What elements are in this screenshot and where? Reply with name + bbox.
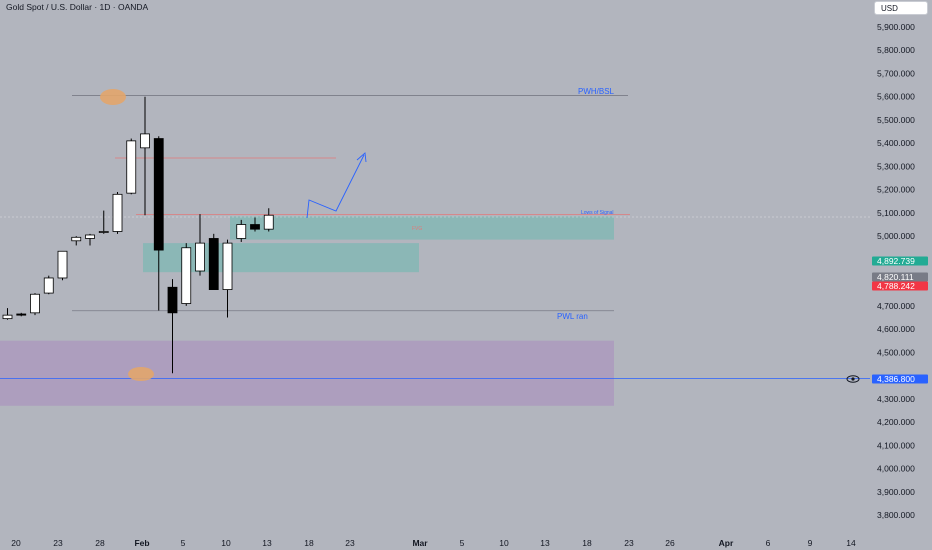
- price-tick-label: 5,500.000: [877, 115, 915, 125]
- price-tick-label: 5,200.000: [877, 185, 915, 195]
- time-axis[interactable]: 20 23 28 Feb 5 10 13 18 23 Mar 5 10 13 18 23 26 Apr 6 9 14: [11, 538, 856, 548]
- eye-icon[interactable]: [846, 375, 860, 383]
- pwh-bsl-label: PWH/BSL: [578, 87, 615, 96]
- svg-text:4,892.739: 4,892.739: [877, 256, 915, 266]
- candle: [98, 210, 109, 234]
- levels-layer: [0, 89, 870, 381]
- price-axis[interactable]: 5,900.000 5,800.000 5,700.000 5,600.000 5,50…: [877, 22, 915, 520]
- time-tick-label: 10: [221, 538, 231, 548]
- candle: [181, 243, 192, 306]
- pwl-ran-label: PWL ran: [557, 312, 588, 321]
- time-tick-label: 28: [95, 538, 105, 548]
- price-tick-label: 3,900.000: [877, 487, 915, 497]
- price-tick-label: 4,100.000: [877, 440, 915, 450]
- time-tick-label: 18: [304, 538, 314, 548]
- arrow-head-icon: [356, 152, 367, 163]
- price-tick-label: 4,300.000: [877, 394, 915, 404]
- candle: [195, 214, 205, 276]
- candles-layer: [2, 96, 274, 374]
- price-tick-label: 5,300.000: [877, 161, 915, 171]
- ssl-marker: [128, 367, 154, 381]
- time-tick-label: 13: [262, 538, 272, 548]
- candle: [57, 250, 68, 281]
- candle: [71, 236, 82, 246]
- price-tick-label: 5,900.000: [877, 22, 915, 32]
- time-tick-label: 18: [582, 538, 592, 548]
- price-tick-label: 3,800.000: [877, 510, 915, 520]
- price-tick-label: 4,700.000: [877, 301, 915, 311]
- candle: [153, 136, 164, 311]
- fvg-label: FVG: [412, 226, 422, 232]
- candle: [222, 239, 233, 318]
- time-tick-label: 9: [808, 538, 813, 548]
- price-tick-label: 5,400.000: [877, 138, 915, 148]
- time-tick-label: 23: [345, 538, 355, 548]
- candle: [16, 312, 27, 317]
- time-tick-label: Feb: [134, 538, 149, 548]
- price-badge: 4,788.242: [872, 281, 928, 291]
- price-tick-label: 4,000.000: [877, 464, 915, 474]
- time-tick-label: 20: [11, 538, 21, 548]
- symbol-title[interactable]: Gold Spot / U.S. Dollar · 1D · OANDA: [6, 2, 149, 12]
- candle: [140, 96, 150, 216]
- drawings-layer: [306, 152, 367, 219]
- svg-text:4,820.111: 4,820.111: [877, 272, 914, 282]
- candle: [85, 233, 95, 246]
- time-tick-label: Mar: [412, 538, 428, 548]
- time-tick-label: 5: [460, 538, 465, 548]
- price-tick-label: 4,600.000: [877, 324, 915, 334]
- candle: [43, 275, 54, 295]
- time-tick-label: 26: [665, 538, 675, 548]
- price-badge: 4,820.111: [872, 272, 928, 282]
- candle: [208, 233, 219, 290]
- candle: [250, 217, 260, 232]
- candle: [112, 191, 123, 234]
- time-tick-label: 14: [846, 538, 856, 548]
- price-tick-label: 5,100.000: [877, 208, 915, 218]
- time-tick-label: 23: [624, 538, 634, 548]
- time-tick-label: 10: [499, 538, 509, 548]
- price-tick-label: 5,000.000: [877, 231, 915, 241]
- demand-zone: [0, 340, 614, 406]
- candle: [30, 293, 40, 316]
- price-tick-label: 5,700.000: [877, 68, 915, 78]
- time-tick-label: 6: [766, 538, 771, 548]
- lows-of-signal-label: Lows of Signal: [581, 210, 614, 216]
- bsl-marker: [100, 89, 126, 105]
- candle: [126, 138, 137, 195]
- time-tick-label: 23: [53, 538, 63, 548]
- candle: [167, 279, 178, 374]
- svg-text:4,386.800: 4,386.800: [877, 374, 915, 384]
- time-tick-label: Apr: [719, 538, 734, 548]
- candle: [263, 208, 274, 232]
- time-tick-label: 13: [540, 538, 550, 548]
- svg-text:4,788.242: 4,788.242: [877, 281, 915, 291]
- time-tick-label: 5: [181, 538, 186, 548]
- projection-path: [306, 154, 365, 219]
- price-badge: 4,386.800: [872, 374, 928, 384]
- currency-button[interactable]: USD: [874, 1, 928, 15]
- price-tick-label: 4,500.000: [877, 347, 915, 357]
- price-tick-label: 4,200.000: [877, 417, 915, 427]
- price-tick-label: 5,600.000: [877, 92, 915, 102]
- price-tick-label: 5,800.000: [877, 45, 915, 55]
- candle: [2, 308, 13, 320]
- fvg-zone: [230, 216, 614, 240]
- price-badge: 4,892.739: [872, 256, 928, 266]
- candle: [236, 219, 247, 242]
